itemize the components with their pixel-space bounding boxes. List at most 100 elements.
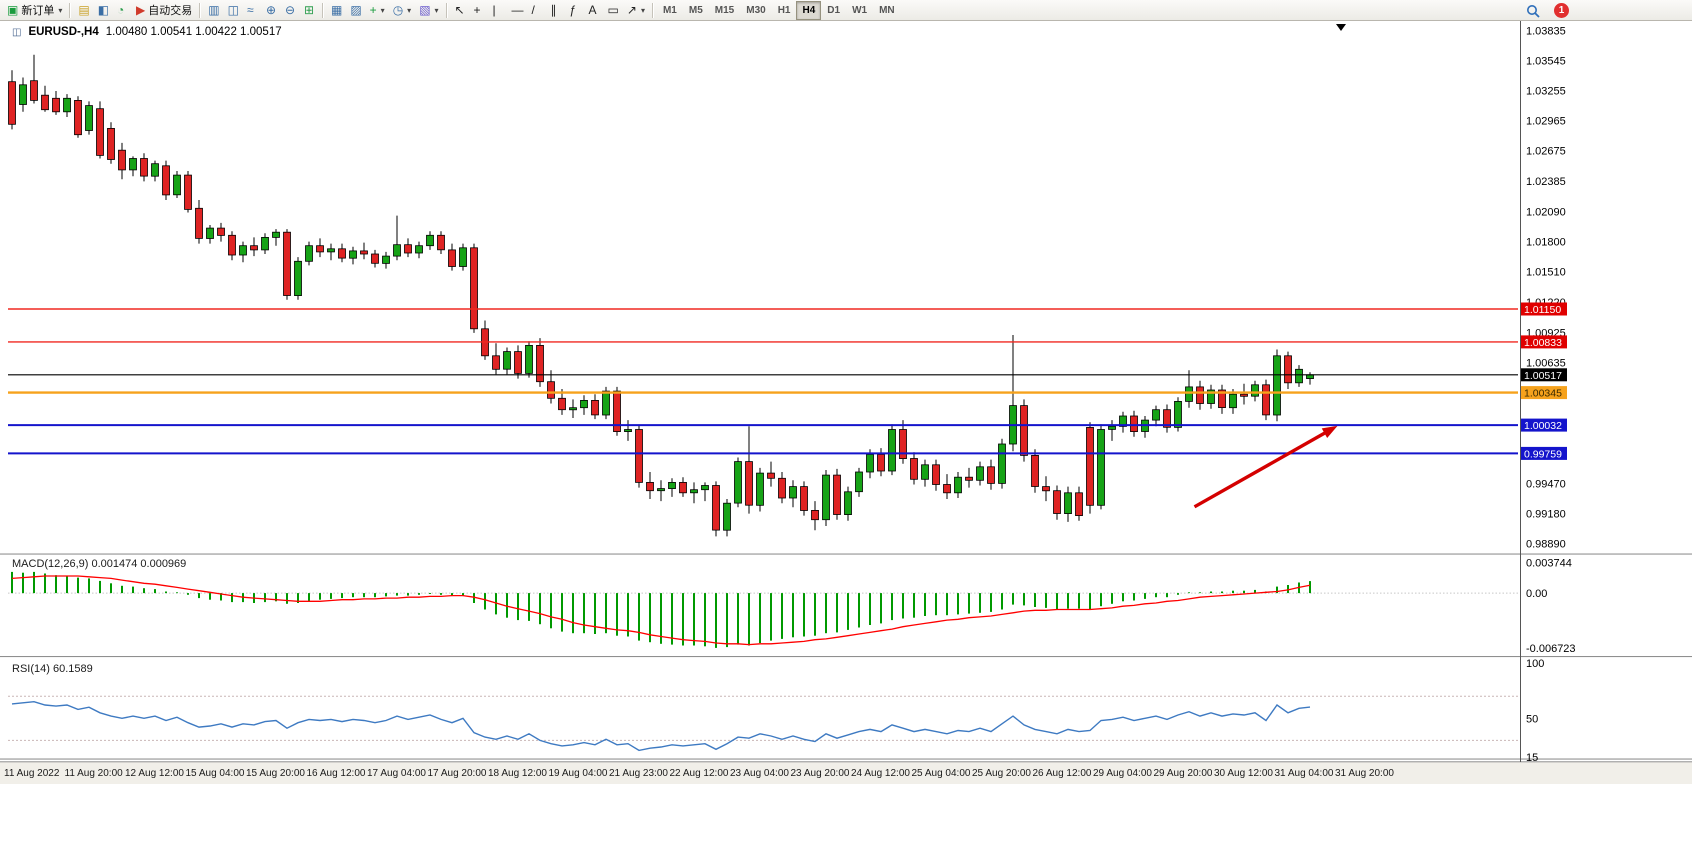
navigator-button[interactable]: ◧: [94, 1, 113, 20]
candle-body: [30, 80, 38, 101]
candle-body: [1207, 389, 1215, 404]
auto-trading-button[interactable]: ▶ 自动交易: [132, 1, 196, 20]
candle-body: [668, 481, 676, 489]
toolbar-separator: [199, 2, 202, 18]
candle-body: [547, 381, 555, 399]
price-scale-tick: 1.02675: [1526, 146, 1566, 158]
candle-body: [305, 245, 313, 262]
candle-body: [1064, 492, 1072, 514]
indicators-button[interactable]: + ▾: [366, 1, 389, 20]
candle-body: [591, 399, 599, 416]
candle-body: [1229, 393, 1237, 409]
tile-windows-button[interactable]: ⊞: [300, 1, 319, 20]
trendline-icon: /: [531, 3, 535, 17]
timeframe-mn-button[interactable]: MN: [873, 1, 901, 20]
search-button[interactable]: [1522, 2, 1544, 19]
candle-body: [1119, 415, 1127, 427]
profiles-button[interactable]: ▤: [74, 1, 93, 20]
candle-body: [162, 165, 170, 196]
toolbar: ▣ 新订单 ▾ ▤ ◧ ◔ ▶ 自动交易 ▥ ◫ ≈ ⊕ ⊖ ⊞ ▦ ▨ + ▾ ◷ ▾ ▧ ▾ ↖ + | — / ∥ ƒ A ▭ ↗ ▾ M1…: [0, 0, 1692, 21]
candle-body: [151, 163, 159, 177]
price-line-label[interactable]: 0.99759: [1521, 446, 1567, 461]
candle-body: [811, 509, 819, 521]
time-scale-label: 18 Aug 12:00: [488, 768, 547, 779]
candle-body: [503, 351, 511, 370]
candle-body: [712, 485, 720, 531]
cursor-button[interactable]: ↖: [451, 1, 470, 20]
time-scale-label: 23 Aug 20:00: [791, 768, 850, 779]
horizontal-line-button[interactable]: —: [508, 1, 528, 20]
candle-body: [954, 476, 962, 494]
candle-body: [624, 429, 632, 432]
candle-body: [1108, 425, 1116, 430]
vertical-line-button[interactable]: |: [489, 1, 508, 20]
tile-windows-icon: ⊞: [303, 3, 315, 17]
trendline-button[interactable]: /: [528, 1, 547, 20]
new-order-button[interactable]: ▣ 新订单 ▾: [3, 1, 66, 20]
cascade-windows-button[interactable]: ▨: [346, 1, 365, 20]
candlestick-mode-button[interactable]: ◫: [224, 1, 243, 20]
caret-down-icon: ▾: [640, 5, 645, 15]
candle-body: [965, 476, 973, 481]
candle-body: [723, 502, 731, 531]
chart-symbol-period: EURUSD-,H4: [28, 26, 99, 38]
timeframe-h1-button[interactable]: H1: [772, 1, 797, 20]
candle-body: [1295, 368, 1303, 384]
timeframe-m15-button[interactable]: M15: [709, 1, 740, 20]
candle-body: [1196, 386, 1204, 404]
price-line-label[interactable]: 1.00517: [1521, 368, 1567, 382]
candle-body: [558, 397, 566, 411]
time-scale-label: 30 Aug 12:00: [1214, 768, 1273, 779]
price-scale-tick: 1.02965: [1526, 116, 1566, 128]
zoom-out-button[interactable]: ⊖: [281, 1, 300, 20]
zoom-in-button[interactable]: ⊕: [262, 1, 281, 20]
candle-body: [1163, 409, 1171, 428]
svg-text:1.00032: 1.00032: [1524, 420, 1562, 432]
templates-icon: ▧: [419, 3, 431, 17]
macd-signal-line: [11, 575, 1311, 646]
candle-body: [1053, 490, 1061, 514]
timeframe-m30-button[interactable]: M30: [740, 1, 771, 20]
price-line-label[interactable]: 1.00833: [1521, 335, 1567, 349]
timeframe-d1-button[interactable]: D1: [821, 1, 846, 20]
candle-body: [844, 491, 852, 515]
timeframe-m5-button[interactable]: M5: [683, 1, 709, 20]
svg-text:1.00345: 1.00345: [1524, 388, 1562, 400]
line-chart-mode-button[interactable]: ≈: [243, 1, 262, 20]
fibonacci-button[interactable]: ƒ: [566, 1, 585, 20]
candle-body: [492, 355, 500, 370]
candle-body: [657, 488, 665, 492]
timeframe-w1-button[interactable]: W1: [846, 1, 873, 20]
timeframe-h4-button[interactable]: H4: [796, 0, 822, 20]
arrow-objects-button[interactable]: ↗ ▾: [623, 1, 649, 20]
caret-down-icon: ▾: [380, 5, 385, 15]
price-line-label[interactable]: 1.00345: [1521, 386, 1567, 400]
candle-body: [646, 481, 654, 492]
macd-indicator-label: MACD(12,26,9) 0.001474 0.000969: [12, 558, 187, 570]
candle-body: [360, 250, 368, 255]
periods-button[interactable]: ◷ ▾: [389, 1, 416, 20]
time-scale-label: 29 Aug 04:00: [1093, 768, 1152, 779]
cursor-icon: ↖: [454, 3, 465, 17]
crosshair-button[interactable]: +: [470, 1, 489, 20]
price-line-label[interactable]: 1.01150: [1521, 302, 1567, 317]
caret-down-icon: ▾: [58, 5, 63, 15]
rsi-scale-tick: 50: [1526, 713, 1538, 725]
candle-body: [239, 245, 247, 256]
bar-chart-mode-icon: ▥: [208, 3, 220, 17]
candle-body: [1042, 486, 1050, 492]
bar-chart-mode-button[interactable]: ▥: [204, 1, 223, 20]
timeframe-m1-button[interactable]: M1: [657, 1, 683, 20]
arrange-windows-button[interactable]: ▦: [327, 1, 346, 20]
price-line-label[interactable]: 1.00032: [1521, 418, 1567, 433]
templates-button[interactable]: ▧ ▾: [415, 1, 442, 20]
notification-badge[interactable]: 1: [1554, 3, 1569, 18]
refresh-button[interactable]: ◔: [113, 1, 132, 20]
text-button[interactable]: A: [585, 1, 604, 20]
text-label-button[interactable]: ▭: [604, 1, 623, 20]
time-scale-label: 23 Aug 04:00: [730, 768, 789, 779]
channel-button[interactable]: ∥: [547, 1, 566, 20]
chart-ohlc-values: 1.00480 1.00541 1.00422 1.00517: [105, 26, 282, 38]
candle-body: [976, 466, 984, 481]
